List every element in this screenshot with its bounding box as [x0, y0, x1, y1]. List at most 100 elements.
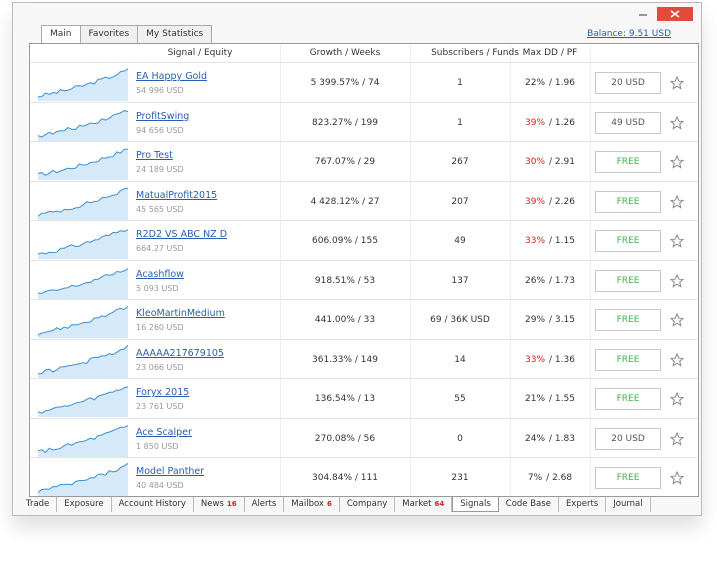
subscribers-funds: 231 — [451, 473, 469, 483]
subscribers-funds: 14 — [454, 354, 466, 365]
max-dd-pf: 33%/ 1.15 — [510, 221, 590, 262]
equity-sparkline — [37, 68, 129, 101]
column-divider — [410, 44, 411, 496]
favorite-star[interactable] — [670, 234, 684, 248]
growth-weeks: 606.09% / 155 — [312, 236, 378, 246]
bottom-tab-label: Signals — [460, 499, 491, 509]
signal-name[interactable]: MatualProfit2015 — [136, 189, 218, 201]
bottom-tab[interactable]: Alerts — [245, 497, 285, 512]
bottom-tab[interactable]: Exposure — [57, 497, 112, 512]
bottom-tab[interactable]: Trade — [19, 497, 58, 512]
favorite-star[interactable] — [670, 471, 684, 485]
bottom-tab[interactable]: Account History — [112, 497, 194, 512]
max-dd: 7% — [527, 473, 543, 483]
signal-name[interactable]: KleoMartinMedium — [136, 308, 225, 319]
growth-weeks: 304.84% / 111 — [312, 473, 378, 483]
growth-weeks: 823.27% / 199 — [312, 117, 378, 128]
signal-row: Ace Scalper 1 850 USD 270.08% / 56 0 24%/ 1.… — [30, 417, 698, 460]
column-header: Signal / Equity — [167, 48, 233, 58]
signals-window: Main Favorites My Statistics Balance: 9.51… — [12, 2, 702, 516]
signal-equity: 54 996 USD — [136, 86, 184, 95]
subscribe-button[interactable]: FREE — [595, 190, 661, 213]
favorite-star[interactable] — [670, 392, 684, 406]
favorite-star[interactable] — [670, 76, 684, 90]
tab[interactable]: Favorites — [79, 25, 139, 43]
bottom-tab-badge: 64 — [434, 500, 445, 508]
favorite-star[interactable] — [670, 273, 684, 288]
profit-factor: / 3.15 — [549, 315, 575, 325]
signal-equity: 1 850 USD — [136, 441, 179, 451]
subscribe-button[interactable]: FREE — [595, 388, 661, 410]
equity-sparkline — [37, 344, 129, 378]
subscribers-funds: 207 — [451, 196, 469, 207]
favorite-star[interactable] — [670, 431, 684, 446]
favorite-star[interactable] — [670, 313, 684, 327]
growth-weeks: 767.07% / 29 — [314, 157, 376, 167]
signal-row: Acashflow 5 093 USD 918.51% / 53 137 26%/ 1.… — [30, 259, 698, 302]
tab[interactable]: Main — [41, 25, 81, 43]
max-dd-pf: 39%/ 2.26 — [510, 182, 590, 223]
subscribe-button[interactable]: 20 USD — [595, 427, 661, 450]
signal-equity: 664.27 USD — [136, 244, 184, 253]
signal-name[interactable]: Ace Scalper — [136, 426, 192, 438]
profit-factor: / 1.73 — [549, 275, 575, 286]
profit-factor: / 1.96 — [549, 78, 575, 88]
profit-factor: / 1.55 — [549, 394, 575, 404]
bottom-tab[interactable]: Experts — [559, 497, 607, 512]
bottom-tab[interactable]: Signals — [452, 497, 499, 512]
favorite-star[interactable] — [670, 155, 684, 169]
equity-sparkline — [37, 187, 129, 220]
signal-row: ProfitSwing 94 656 USD 823.27% / 199 1 39% / … — [30, 101, 698, 144]
subscribe-button[interactable]: 20 USD — [595, 72, 661, 94]
signal-name[interactable]: ProfitSwing — [136, 110, 190, 122]
max-dd-pf: 22%/ 1.96 — [510, 63, 590, 104]
bottom-tab-label: News — [200, 499, 224, 509]
favorite-star[interactable] — [670, 352, 684, 367]
subscribe-button[interactable]: 49 USD — [595, 111, 661, 134]
profit-factor: / 1.83 — [549, 433, 575, 444]
signal-row: R2D2 VS ABC NZ D 664.27 USD 606.09% / 155 4… — [30, 220, 698, 262]
bottom-tab[interactable]: Market 64 — [395, 497, 453, 512]
signal-row: EA Happy Gold 54 996 USD 5 399.57% / 74 1 22… — [30, 62, 698, 104]
signal-name[interactable]: Acashflow — [136, 268, 184, 280]
bottom-tab-label: Alerts — [251, 499, 277, 509]
max-dd-pf: 7%/ 2.68 — [510, 458, 590, 499]
bottom-tab[interactable]: Code Base — [499, 497, 559, 512]
signal-name[interactable]: Foryx 2015 — [136, 387, 190, 398]
max-dd: 21% — [525, 394, 546, 404]
max-dd: 33% — [525, 236, 546, 246]
signal-name[interactable]: R2D2 VS ABC NZ D — [136, 229, 228, 240]
subscribe-button[interactable]: FREE — [595, 309, 661, 331]
bottom-tab[interactable]: Company — [340, 497, 396, 512]
tab[interactable]: My Statistics — [137, 25, 213, 43]
max-dd: 39% — [525, 117, 546, 128]
subscribe-button[interactable]: FREE — [595, 230, 661, 252]
signal-equity: 16 260 USD — [136, 323, 184, 332]
equity-sparkline — [37, 424, 129, 457]
max-dd: 26% — [525, 275, 546, 286]
column-header: Growth / Weeks — [309, 48, 381, 58]
bottom-tab[interactable]: News 16 — [194, 497, 245, 512]
subscribe-button[interactable]: FREE — [595, 269, 661, 292]
signal-name[interactable]: EA Happy Gold — [136, 71, 208, 82]
favorite-star[interactable] — [670, 194, 684, 209]
signal-row: MatualProfit2015 45 565 USD 4 428.12% / 27… — [30, 180, 698, 223]
subscribers-funds: 137 — [451, 275, 469, 286]
growth-weeks: 918.51% / 53 — [314, 275, 376, 286]
equity-sparkline — [37, 109, 129, 141]
subscribe-button[interactable]: FREE — [595, 151, 661, 173]
signal-equity: 24 189 USD — [136, 165, 184, 174]
subscribe-button[interactable]: FREE — [595, 348, 661, 371]
equity-sparkline — [37, 148, 129, 180]
column-divider — [590, 44, 591, 496]
balance-link[interactable]: Balance: 9.51 USD — [587, 29, 671, 39]
signal-name[interactable]: Model Panther — [136, 466, 205, 477]
favorite-star[interactable] — [670, 115, 684, 130]
bottom-tab[interactable]: Journal — [606, 497, 651, 512]
bottom-tab[interactable]: Mailbox 6 — [284, 497, 340, 512]
signal-name[interactable]: AAAAA217679105 — [136, 347, 224, 359]
signal-name[interactable]: Pro Test — [136, 150, 173, 161]
bottom-tab-label: Exposure — [64, 499, 104, 509]
bottom-tab-badge: 16 — [226, 500, 237, 508]
subscribe-button[interactable]: FREE — [595, 467, 661, 489]
